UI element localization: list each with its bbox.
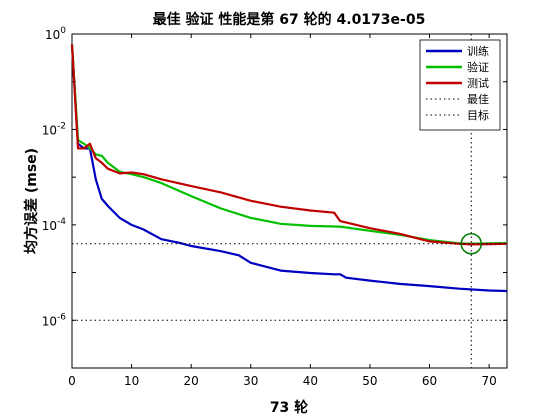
y-tick-label--6: 10-6: [42, 312, 67, 328]
legend-label-3: 最佳: [467, 92, 489, 106]
x-tick-label-40: 40: [303, 374, 318, 388]
series-line-0: [70, 44, 508, 293]
y-tick-label--2: 10-2: [42, 121, 66, 137]
legend-label-4: 目标: [467, 108, 489, 122]
legend-label-2: 测试: [467, 77, 489, 90]
legend-label-0: 训练: [467, 44, 489, 58]
x-tick-label-0: 0: [68, 374, 76, 388]
series-line-2: [70, 44, 508, 246]
y-axis-label: 均方误差 (mse): [23, 148, 40, 254]
best-point-circle: [460, 233, 482, 255]
axis-ticks: 0 10 20 30 40 50 60 70 100 10-2 10-4 10-6: [42, 26, 507, 388]
x-tick-label-20: 20: [184, 374, 199, 388]
x-tick-label-50: 50: [362, 374, 377, 388]
legend-label-1: 验证: [467, 60, 489, 74]
series-lines: [70, 44, 508, 321]
best-markers: [72, 34, 507, 368]
x-axis-label: 73 轮: [270, 399, 308, 416]
chart-title: 最佳 验证 性能是第 67 轮的 4.0173e-05: [153, 11, 426, 28]
x-tick-label-10: 10: [124, 374, 139, 388]
x-tick-label-70: 70: [481, 374, 496, 388]
x-tick-label-60: 60: [422, 374, 437, 388]
y-tick-label--4: 10-4: [42, 217, 67, 233]
legend-box: [419, 39, 501, 131]
y-tick-label-0: 100: [45, 26, 66, 42]
x-tick-label-30: 30: [243, 374, 258, 388]
